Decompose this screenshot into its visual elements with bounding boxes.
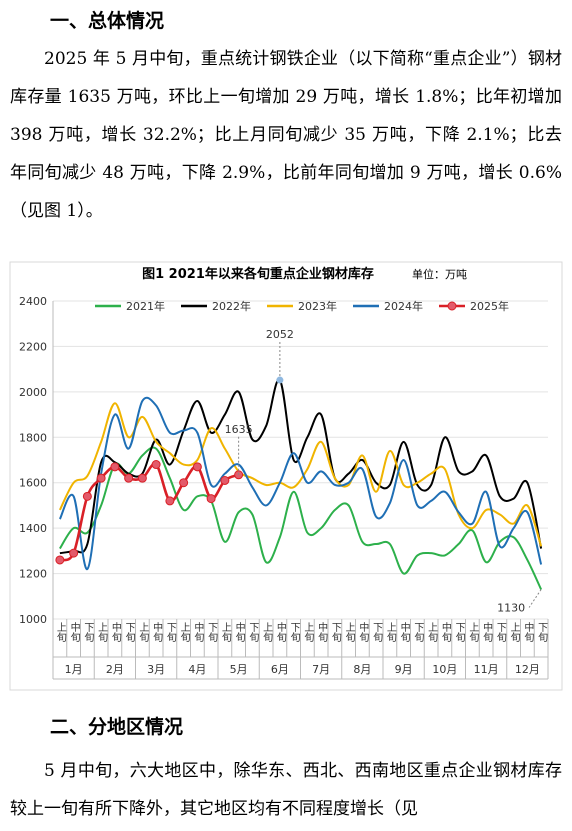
y-tick-label: 1400 — [19, 522, 47, 535]
month-label: 7月 — [312, 663, 330, 676]
series-line — [58, 402, 543, 547]
data-point — [206, 494, 216, 504]
x-tick-label: 下旬 — [536, 622, 548, 643]
chart-title: 图1 2021年以来各旬重点企业钢材库存 — [142, 266, 374, 282]
series-line — [58, 396, 543, 571]
x-tick-label: 上旬 — [302, 622, 314, 643]
data-point — [55, 555, 65, 565]
x-tick-label: 上旬 — [384, 622, 396, 643]
month-label: 11月 — [474, 663, 499, 676]
x-tick-label: 上旬 — [426, 622, 438, 643]
x-tick-label: 上旬 — [219, 622, 231, 643]
month-label: 1月 — [65, 663, 83, 676]
data-point — [69, 548, 79, 558]
data-label: 1635 — [225, 423, 253, 436]
month-label: 6月 — [271, 663, 289, 676]
x-tick-label: 上旬 — [261, 622, 273, 643]
heading: 一、总体情况 — [50, 10, 165, 32]
y-tick-label: 1200 — [19, 568, 47, 581]
month-label: 12月 — [515, 663, 540, 676]
month-label: 4月 — [188, 663, 206, 676]
x-tick-label: 中旬 — [151, 621, 163, 643]
x-tick-label: 中旬 — [274, 621, 286, 643]
y-tick-label: 2200 — [19, 340, 47, 353]
x-tick-label: 中旬 — [522, 621, 534, 643]
x-tick-label: 中旬 — [233, 621, 245, 643]
chart: 图1 2021年以来各旬重点企业钢材库存 单位：万吨 1000 1200 1400 1… — [9, 261, 563, 691]
data-point — [192, 462, 202, 472]
data-point — [124, 473, 134, 483]
x-tick-label: 中旬 — [398, 621, 410, 643]
legend-label: 2024年 — [384, 299, 423, 313]
paragraph: 2025 年 5 月中旬，重点统计钢铁企业（以下简称“重点企业”）钢材库存量 1… — [10, 49, 562, 221]
x-tick-label: 上旬 — [343, 622, 355, 643]
x-tick-label: 中旬 — [316, 621, 328, 643]
data-label: 2052 — [266, 328, 294, 341]
x-tick-label: 下旬 — [412, 622, 424, 643]
series-line — [59, 446, 543, 590]
x-tick-label: 中旬 — [481, 621, 493, 643]
x-tick-label: 下旬 — [247, 622, 259, 643]
x-tick-label: 下旬 — [288, 622, 300, 643]
x-tick-label: 上旬 — [96, 622, 108, 643]
x-tick-label: 上旬 — [54, 622, 66, 643]
y-tick-label: 2400 — [19, 295, 47, 308]
legend-label: 2025年 — [470, 299, 509, 313]
x-tick-label: 下旬 — [453, 622, 465, 643]
x-tick-label: 上旬 — [467, 622, 479, 643]
month-label: 8月 — [353, 663, 371, 676]
data-point — [220, 475, 230, 485]
x-tick-label: 下旬 — [494, 622, 506, 643]
legend-label: 2023年 — [298, 299, 337, 313]
data-point — [151, 460, 161, 470]
x-tick-label: 中旬 — [357, 621, 369, 643]
y-tick-label: 2000 — [19, 386, 47, 399]
heading: 二、分地区情况 — [50, 716, 184, 738]
paragraph: 5 月中旬，六大地区中，除华东、西北、西南地区重点企业钢材库存较上一旬有所下降外… — [10, 761, 562, 819]
data-point — [137, 473, 147, 483]
y-tick-label: 1800 — [19, 431, 47, 444]
month-label: 3月 — [147, 663, 165, 676]
x-tick-label: 上旬 — [137, 622, 149, 643]
y-tick-label: 1000 — [19, 613, 47, 626]
x-tick-label: 中旬 — [68, 621, 80, 643]
x-tick-label: 下旬 — [82, 622, 94, 643]
x-tick-label: 上旬 — [508, 622, 520, 643]
x-tick-label: 下旬 — [371, 622, 383, 643]
data-point — [179, 478, 189, 488]
x-tick-label: 中旬 — [192, 621, 204, 643]
y-tick-label: 1600 — [19, 477, 47, 490]
x-tick-label: 中旬 — [439, 621, 451, 643]
x-tick-label: 下旬 — [164, 622, 176, 643]
label-point — [276, 376, 284, 384]
x-tick-label: 下旬 — [329, 622, 341, 643]
legend-label: 2022年 — [212, 299, 251, 313]
month-label: 9月 — [395, 663, 413, 676]
chart-unit: 单位：万吨 — [412, 267, 467, 281]
data-label: 1130 — [497, 601, 525, 614]
month-label: 2月 — [106, 663, 124, 676]
month-label: 10月 — [432, 663, 457, 676]
data-point — [165, 496, 175, 506]
x-tick-label: 中旬 — [109, 621, 121, 643]
data-point — [82, 491, 92, 501]
month-label: 5月 — [230, 663, 248, 676]
data-point — [110, 462, 120, 472]
legend-label: 2021年 — [126, 299, 165, 313]
x-tick-label: 上旬 — [178, 622, 190, 643]
x-tick-label: 下旬 — [123, 622, 135, 643]
data-point — [96, 473, 106, 483]
legend-marker — [447, 301, 457, 311]
x-tick-label: 下旬 — [206, 622, 218, 643]
